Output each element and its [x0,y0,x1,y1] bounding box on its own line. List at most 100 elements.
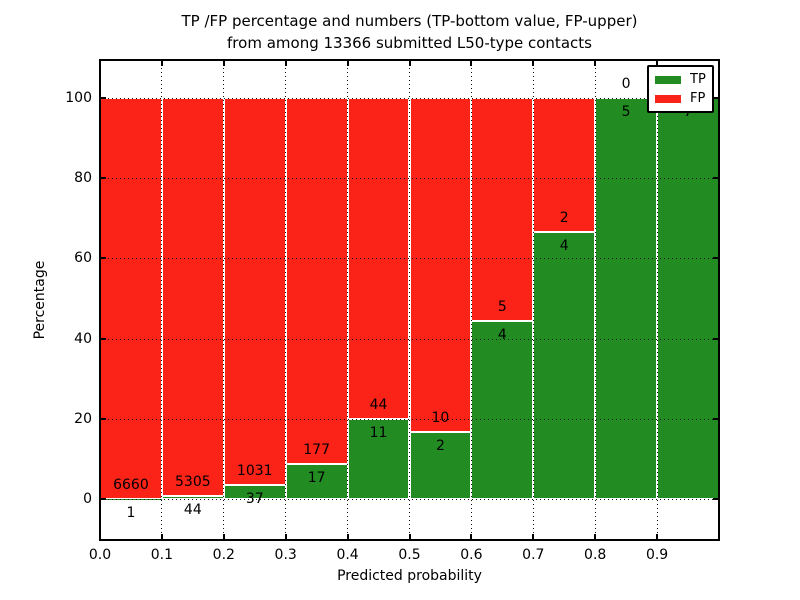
x-tick-mark-top [594,60,597,66]
legend-row-tp: TP [655,73,706,86]
x-gridline [409,60,410,540]
y-tick-mark [100,417,106,420]
x-tick-mark-top [99,60,101,66]
x-tick-mark-top [532,60,535,66]
tp-count-label: 1 [126,504,136,521]
x-tick-mark-top [408,60,411,66]
x-tick-mark-top [470,60,473,66]
y-gridline [100,338,719,340]
x-tick-mark-top [656,60,659,66]
tp-count-label: 2 [435,438,445,455]
tp-count-label: 44 [183,501,202,518]
x-tick-mark [346,534,349,540]
y-tick-label: 40 [74,330,92,347]
bar-segment-tp [533,231,596,499]
bar-segment-tp [595,98,658,499]
tp-color-swatch [655,75,681,84]
x-tick-mark [594,534,597,540]
y-axis-label: Percentage [32,260,48,340]
tp-count-label: 11 [369,424,388,441]
y-tick-label: 100 [65,90,92,106]
tp-count-label: 37 [245,491,264,508]
bar-segment-tp [285,463,348,499]
chart-title-line1: TP /FP percentage and numbers (TP-bottom… [181,12,638,30]
y-tick-mark [100,257,106,260]
y-tick-mark [100,498,106,500]
x-tick-label: 0.8 [584,547,607,563]
x-gridline [161,60,163,540]
x-tick-mark [408,534,411,540]
x-tick-label: 0.5 [398,547,421,563]
x-tick-label: 0.7 [522,547,545,563]
fp-count-label: 1031 [236,463,273,480]
x-axis-label: Predicted probability [337,568,482,584]
y-tick-mark-right [713,97,719,99]
x-tick-mark-top [160,60,163,66]
y-gridline [100,178,719,180]
fp-count-label: 177 [303,441,331,458]
x-tick-label: 0.9 [645,547,669,563]
legend-row-fp: FP [655,92,706,105]
x-tick-mark [222,534,225,540]
fp-count-label: 10 [431,410,450,427]
fp-count-label: 2 [559,209,569,226]
x-tick-mark [99,534,101,540]
x-tick-mark-top [346,60,349,66]
legend: TP FP [647,65,714,113]
fp-color-swatch [655,94,681,103]
y-tick-mark-right [713,177,719,180]
y-tick-label: 80 [74,170,92,187]
plot-area: 6660153054410313717717441110254240507 [99,59,720,541]
fp-count-label: 6660 [113,476,149,493]
x-tick-label: 0.2 [212,547,235,563]
x-gridline [656,60,658,540]
bar-segment-tp [657,98,719,499]
y-tick-label: 20 [74,410,92,427]
x-tick-mark-top [222,60,225,66]
y-gridline [100,499,719,500]
fp-count-label: 5 [497,298,507,315]
tp-count-label: 4 [497,326,507,343]
legend-label-tp: TP [690,72,706,87]
tp-count-label: 17 [307,469,326,486]
y-gridline [100,98,719,99]
bar-segment-tp [347,418,410,499]
y-gridline [100,418,719,420]
bar-segment-fp [100,98,162,499]
fp-count-label: 0 [621,76,631,92]
x-gridline [532,60,534,540]
x-tick-label: 0.6 [460,547,483,563]
y-tick-mark-right [713,257,719,260]
fp-count-label: 44 [369,396,388,413]
x-tick-mark [284,534,287,540]
bar-segment-tp [471,320,534,499]
x-tick-label: 0.3 [274,547,297,563]
tp-count-label: 4 [559,237,569,254]
bar-segment-fp [471,98,534,321]
x-tick-label: 0.1 [150,547,174,563]
x-gridline [470,60,472,540]
bar-segment-fp [223,98,286,486]
fp-count-label: 5305 [175,473,211,490]
x-gridline [347,60,349,540]
bar-segment-fp [409,98,472,433]
x-gridline [594,60,596,540]
x-tick-mark [656,534,659,540]
x-gridline [285,60,287,540]
bar-segment-fp [161,98,224,496]
x-tick-mark [470,534,473,540]
legend-label-fp: FP [690,91,706,106]
y-tick-mark-right [713,417,719,420]
chart-title-line2: from among 13366 submitted L50-type cont… [227,34,592,52]
x-gridline [223,60,225,540]
y-tick-mark-right [713,337,719,340]
x-tick-label: 0.0 [88,547,112,563]
tp-count-label: 5 [621,104,631,120]
y-tick-mark [100,177,106,180]
y-tick-mark [100,97,106,99]
bar-segment-fp [285,98,348,464]
x-tick-mark [532,534,535,540]
y-tick-label: 60 [74,250,92,267]
y-gridline [100,258,719,260]
